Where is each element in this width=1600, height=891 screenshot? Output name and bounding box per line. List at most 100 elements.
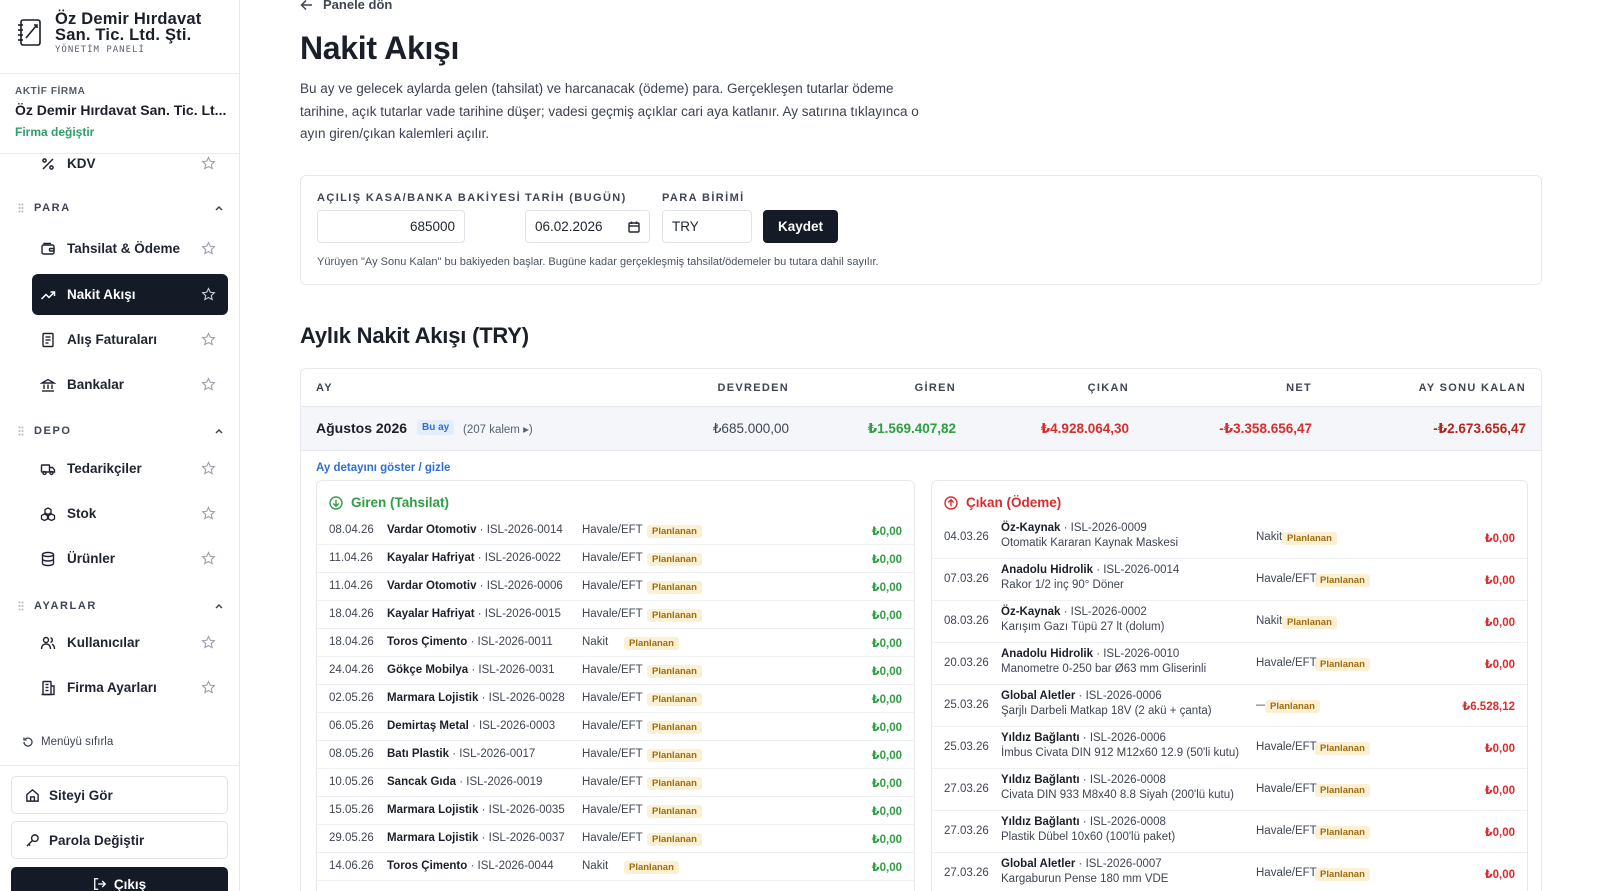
row-amount: ₺0,00 (1484, 785, 1515, 797)
invoice-icon (42, 332, 54, 347)
row-party-ref: Sancak Gıda · ISL-2026-0019 (387, 776, 542, 788)
star-icon[interactable] (201, 287, 216, 302)
opening-balance-input[interactable]: 685000 (317, 210, 465, 243)
row-date: 15.05.26 (329, 804, 374, 816)
outgoing-row[interactable]: 08.03.26 Öz-Kaynak · ISL-2026-0002 Karışım… (932, 601, 1527, 643)
row-amount: ₺0,00 (871, 610, 902, 622)
sidebar-item-bankalar[interactable]: Bankalar (32, 364, 228, 405)
row-party: Global Aletler (1001, 690, 1076, 702)
incoming-row[interactable]: 08.04.26 Vardar Otomotiv · ISL-2026-0014 H… (317, 517, 914, 545)
planned-badge: Planlanan (624, 861, 679, 874)
change-password-button[interactable]: Parola Değiştir (11, 821, 228, 859)
drag-handle-icon[interactable] (18, 601, 24, 611)
star-icon[interactable] (201, 377, 216, 392)
row-method: Nakit (582, 636, 609, 648)
incoming-row[interactable]: 24.04.26 Gökçe Mobilya · ISL-2026-0031 Hav… (317, 657, 914, 685)
outgoing-row[interactable]: 25.03.26 Yıldız Bağlantı · ISL-2026-0006 İ… (932, 727, 1527, 769)
star-icon[interactable] (201, 551, 216, 566)
sidebar-item-stok[interactable]: Stok (32, 493, 228, 534)
row-ref: · ISL-2026-0006 (1082, 732, 1166, 744)
back-to-panel-link[interactable]: Panele dön (300, 0, 392, 12)
row-description: Rakor 1/2 inç 90° Döner (1001, 579, 1124, 591)
outgoing-row[interactable]: 07.03.26 Anadolu Hidrolik · ISL-2026-0014… (932, 559, 1527, 601)
section-ayarlar[interactable]: AYARLAR (18, 600, 224, 612)
row-party-ref: Anadolu Hidrolik · ISL-2026-0010 (1001, 648, 1179, 660)
row-party: Toros Çimento (387, 636, 468, 648)
logout-button[interactable]: Çıkış (11, 867, 228, 891)
sidebar-item-kdv[interactable]: KDV (32, 143, 228, 184)
reset-menu-button[interactable]: Menüyü sıfırla (22, 736, 113, 748)
balance-note: Yürüyen "Ay Sonu Kalan" bu bakiyeden baş… (317, 256, 879, 268)
star-icon[interactable] (201, 332, 216, 347)
row-ref: · ISL-2026-0006 (479, 580, 563, 592)
star-icon[interactable] (201, 506, 216, 521)
chevron-up-icon[interactable] (214, 601, 224, 611)
outgoing-row[interactable]: 20.03.26 Anadolu Hidrolik · ISL-2026-0010… (932, 643, 1527, 685)
sidebar-item-firma-ayarlari[interactable]: Firma Ayarları (32, 667, 228, 708)
save-button[interactable]: Kaydet (763, 210, 838, 243)
incoming-row[interactable]: 02.05.26 Marmara Lojistik · ISL-2026-0028… (317, 685, 914, 713)
outgoing-row[interactable]: 27.03.26 Yıldız Bağlantı · ISL-2026-0008 P… (932, 811, 1527, 853)
sidebar-item-tahsilat-odeme[interactable]: Tahsilat & Ödeme (32, 228, 228, 269)
carried-value: ₺685.000,00 (712, 421, 789, 436)
planned-badge: Planlanan (647, 749, 702, 762)
incoming-row[interactable]: 15.05.26 Marmara Lojistik · ISL-2026-0035… (317, 797, 914, 825)
incoming-row[interactable]: 11.04.26 Kayalar Hafriyat · ISL-2026-0022… (317, 545, 914, 573)
row-ref: · ISL-2026-0011 (470, 636, 553, 648)
section-depo[interactable]: DEPO (18, 425, 224, 437)
outgoing-row[interactable]: 27.03.26 Yıldız Bağlantı · ISL-2026-0008 C… (932, 769, 1527, 811)
sidebar: Öz Demir Hırdavat San. Tic. Ltd. Şti. YÖ… (0, 0, 240, 891)
calendar-icon[interactable] (628, 221, 640, 233)
sidebar-item-label: Tedarikçiler (67, 461, 142, 476)
incoming-row[interactable]: 18.04.26 Toros Çimento · ISL-2026-0011 Nak… (317, 629, 914, 657)
star-icon[interactable] (201, 461, 216, 476)
month-row[interactable]: Ağustos 2026 Bu ay (207 kalem ▸) ₺685.00… (301, 407, 1541, 451)
outgoing-row[interactable]: 27.03.26 Global Aletler · ISL-2026-0007 Ka… (932, 853, 1527, 891)
planned-badge: Planlanan (647, 665, 702, 678)
change-password-label: Parola Değiştir (49, 832, 145, 848)
row-party-ref: Gökçe Mobilya · ISL-2026-0031 (387, 664, 555, 676)
outgoing-row[interactable]: 04.03.26 Öz-Kaynak · ISL-2026-0009 Otomati… (932, 517, 1527, 559)
star-icon[interactable] (201, 156, 216, 171)
row-amount: ₺6.528,12 (1462, 701, 1515, 713)
star-icon[interactable] (201, 241, 216, 256)
sidebar-item-nakit-akisi[interactable]: Nakit Akışı (32, 274, 228, 315)
sidebar-item-alis-faturalari[interactable]: Alış Faturaları (32, 319, 228, 360)
col-incoming: GİREN (914, 382, 956, 394)
drag-handle-icon[interactable] (18, 203, 24, 213)
chevron-up-icon[interactable] (214, 426, 224, 436)
outgoing-row[interactable]: 25.03.26 Global Aletler · ISL-2026-0006 Şa… (932, 685, 1527, 727)
incoming-row[interactable]: 14.06.26 Toros Çimento · ISL-2026-0044 Nak… (317, 853, 914, 881)
incoming-row[interactable]: 18.04.26 Kayalar Hafriyat · ISL-2026-0015… (317, 601, 914, 629)
row-ref: · ISL-2026-0031 (471, 664, 555, 676)
row-amount: ₺0,00 (871, 834, 902, 846)
currency-input[interactable]: TRY (662, 210, 752, 243)
sidebar-item-urunler[interactable]: Ürünler (32, 538, 228, 579)
logout-label: Çıkış (113, 877, 147, 891)
row-date: 11.04.26 (329, 580, 373, 592)
sidebar-item-kullanicilar[interactable]: Kullanıcılar (32, 622, 228, 663)
star-icon[interactable] (201, 635, 216, 650)
row-date: 04.03.26 (944, 531, 989, 543)
sidebar-item-tedarikciler[interactable]: Tedarikçiler (32, 448, 228, 489)
incoming-row[interactable]: 08.05.26 Batı Plastik · ISL-2026-0017 Hava… (317, 741, 914, 769)
incoming-row[interactable]: 10.05.26 Sancak Gıda · ISL-2026-0019 Haval… (317, 769, 914, 797)
star-icon[interactable] (201, 680, 216, 695)
date-input[interactable]: 06.02.2026 (525, 210, 650, 243)
incoming-row[interactable]: 11.04.26 Vardar Otomotiv · ISL-2026-0006 H… (317, 573, 914, 601)
incoming-row[interactable]: 06.05.26 Demirtaş Metal · ISL-2026-0003 Ha… (317, 713, 914, 741)
row-amount: ₺0,00 (871, 778, 902, 790)
drag-handle-icon[interactable] (18, 426, 24, 436)
toggle-month-detail-link[interactable]: Ay detayını göster / gizle (316, 462, 451, 474)
row-party-ref: Toros Çimento · ISL-2026-0011 (387, 636, 553, 648)
incoming-row[interactable]: 29.05.26 Marmara Lojistik · ISL-2026-0037… (317, 825, 914, 853)
row-date: 20.03.26 (944, 657, 989, 669)
month-end-value: -₺2.673.656,47 (1433, 421, 1526, 436)
section-para[interactable]: PARA (18, 202, 224, 214)
chevron-up-icon[interactable] (214, 203, 224, 213)
divider (0, 765, 240, 766)
row-ref: · ISL-2026-0009 (1063, 522, 1147, 534)
change-firm-link[interactable]: Firma değiştir (15, 125, 95, 139)
view-site-button[interactable]: Siteyi Gör (11, 776, 228, 814)
balance-config-card: AÇILIŞ KASA/BANKA BAKİYESİ 685000 TARİH … (300, 175, 1542, 285)
